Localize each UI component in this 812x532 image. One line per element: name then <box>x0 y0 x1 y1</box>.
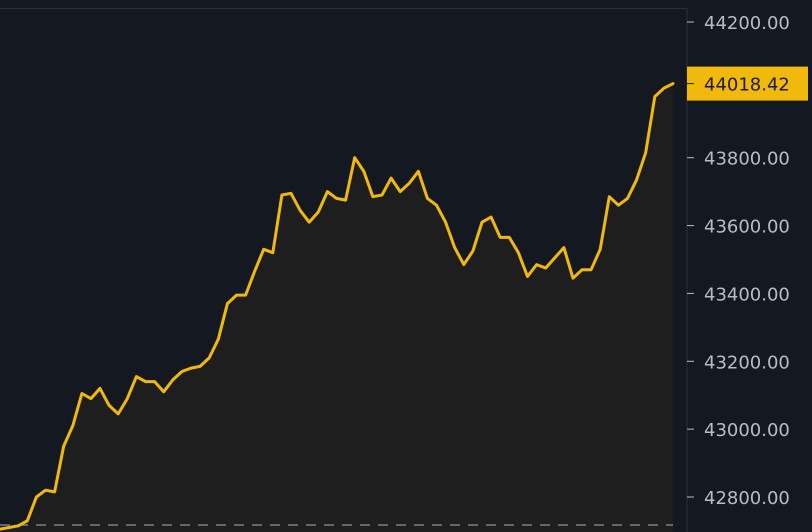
price-point <box>71 424 74 427</box>
price-area-fill <box>0 83 673 532</box>
price-point <box>190 367 193 370</box>
price-point <box>526 275 529 278</box>
price-point <box>117 412 120 415</box>
price-point <box>290 192 293 195</box>
price-point <box>153 380 156 383</box>
price-point <box>462 263 465 266</box>
y-axis-tick-label: 43000.00 <box>704 420 790 441</box>
price-point <box>644 151 647 154</box>
price-point <box>99 387 102 390</box>
current-price-tag-background <box>687 66 808 101</box>
price-point <box>144 380 147 383</box>
current-price-label: 44018.42 <box>704 75 790 96</box>
price-point <box>608 195 611 198</box>
price-point <box>253 270 256 273</box>
price-point <box>126 397 129 400</box>
price-point <box>408 182 411 185</box>
price-point <box>162 390 165 393</box>
price-point <box>208 356 211 359</box>
price-point <box>17 524 20 527</box>
price-point <box>53 490 56 493</box>
price-point <box>617 204 620 207</box>
price-point <box>417 170 420 173</box>
price-point <box>490 216 493 219</box>
price-point <box>435 204 438 207</box>
price-point <box>353 156 356 159</box>
price-axis: 44200.00 43800.00 43600.00 43400.00 43200.00… <box>686 8 790 532</box>
y-axis-tick-label: 43800.00 <box>704 149 790 170</box>
price-point <box>381 194 384 197</box>
price-point <box>662 87 665 90</box>
price-point <box>344 199 347 202</box>
price-point <box>544 267 547 270</box>
price-point <box>244 294 247 297</box>
price-point <box>581 268 584 271</box>
price-point <box>635 178 638 181</box>
price-point <box>535 263 538 266</box>
price-point <box>399 190 402 193</box>
price-point <box>362 170 365 173</box>
price-point <box>371 195 374 198</box>
y-axis-tick-label: 43600.00 <box>704 217 790 238</box>
price-point <box>108 404 111 407</box>
price-point <box>44 489 47 492</box>
price-point <box>471 250 474 253</box>
price-point <box>62 445 65 448</box>
price-point <box>135 375 138 378</box>
price-point <box>26 519 29 522</box>
price-point <box>481 221 484 224</box>
price-point <box>599 248 602 251</box>
price-point <box>308 221 311 224</box>
price-point <box>517 251 520 254</box>
price-point <box>562 246 565 249</box>
y-axis-tick-label: 42800.00 <box>704 488 790 509</box>
price-point <box>235 294 238 297</box>
price-point <box>280 194 283 197</box>
price-point <box>672 82 675 85</box>
price-point <box>171 378 174 381</box>
price-point <box>317 211 320 214</box>
price-point <box>262 248 265 251</box>
y-axis-tick-label: 43200.00 <box>704 352 790 373</box>
price-point <box>80 392 83 395</box>
price-point <box>444 221 447 224</box>
price-point <box>89 397 92 400</box>
current-price-tag: 44018.42 <box>687 66 808 101</box>
price-series-line <box>0 82 675 531</box>
price-point <box>626 197 629 200</box>
y-axis-tick-label: 44200.00 <box>704 13 790 34</box>
price-point <box>499 236 502 239</box>
price-point <box>553 256 556 259</box>
price-point <box>226 302 229 305</box>
price-point <box>335 197 338 200</box>
price-point <box>508 236 511 239</box>
price-point <box>217 338 220 341</box>
price-point <box>572 277 575 280</box>
price-point <box>653 95 656 98</box>
price-point <box>326 190 329 193</box>
price-point <box>8 526 11 529</box>
y-axis-tick-label: 43400.00 <box>704 284 790 305</box>
price-point <box>426 197 429 200</box>
price-point <box>299 209 302 212</box>
price-point <box>199 365 202 368</box>
price-point <box>590 268 593 271</box>
price-point <box>35 496 38 499</box>
plot-area <box>0 8 687 532</box>
price-point <box>453 246 456 249</box>
price-point <box>180 370 183 373</box>
price-point <box>271 251 274 254</box>
price-point <box>390 177 393 180</box>
